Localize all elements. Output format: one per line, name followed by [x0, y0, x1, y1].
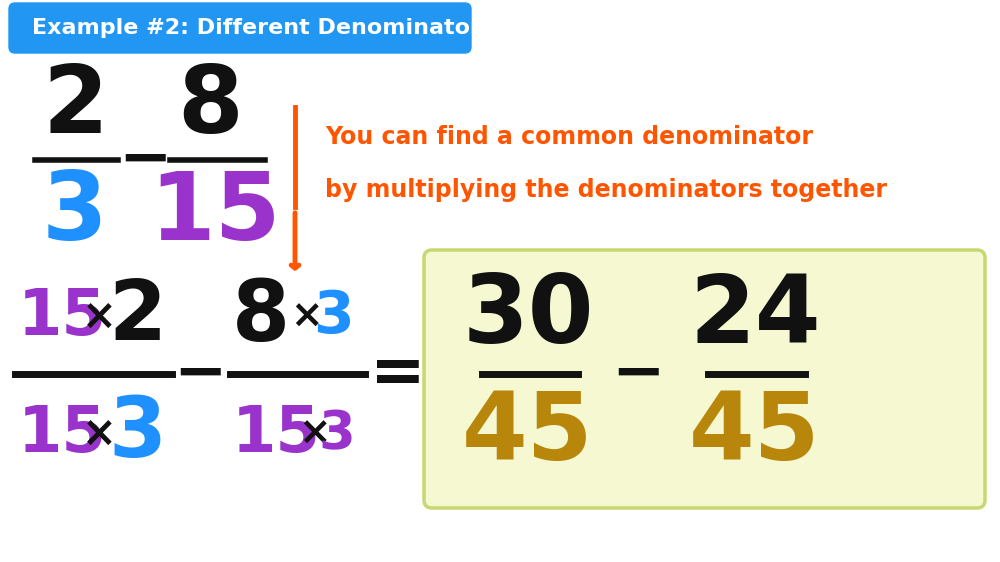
Text: 3: 3 [108, 393, 166, 474]
Text: 8: 8 [232, 277, 290, 357]
Text: 2: 2 [42, 61, 108, 153]
Text: 24: 24 [689, 271, 821, 363]
Text: 15: 15 [18, 403, 107, 465]
Text: 15: 15 [232, 403, 321, 465]
Text: 8: 8 [177, 61, 243, 153]
Text: You can find a common denominator: You can find a common denominator [325, 125, 813, 149]
Text: ×: × [82, 296, 117, 338]
Text: ×: × [290, 298, 323, 336]
Text: 30: 30 [462, 271, 594, 363]
Text: =: = [370, 341, 426, 407]
Text: 3: 3 [313, 288, 354, 346]
Text: by multiplying the denominators together: by multiplying the denominators together [325, 178, 887, 202]
Text: −: − [173, 343, 227, 405]
Text: 15: 15 [149, 168, 281, 260]
FancyBboxPatch shape [9, 3, 471, 53]
Text: ×: × [298, 415, 331, 453]
FancyBboxPatch shape [424, 250, 985, 508]
Text: 3: 3 [42, 168, 108, 260]
Text: ×: × [82, 413, 117, 455]
Text: 15: 15 [18, 286, 107, 348]
Text: −: − [118, 129, 172, 191]
Text: 45: 45 [689, 388, 821, 480]
Text: Example #2: Different Denominators: Example #2: Different Denominators [32, 18, 494, 38]
Text: 2: 2 [108, 277, 166, 357]
Text: 45: 45 [462, 388, 594, 480]
Text: 3: 3 [318, 408, 355, 460]
Text: −: − [611, 343, 665, 405]
